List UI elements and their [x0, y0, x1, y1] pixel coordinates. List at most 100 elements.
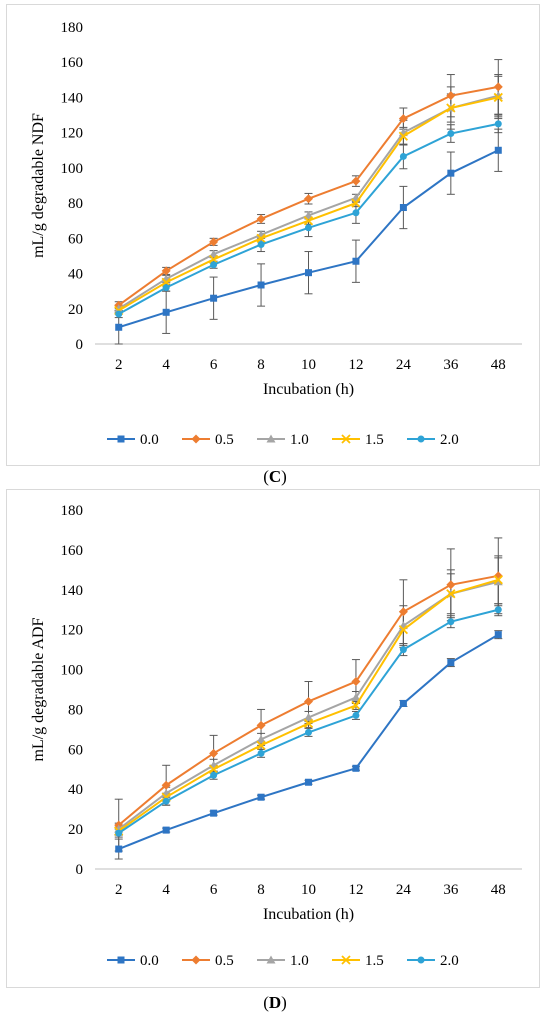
data-point — [494, 146, 502, 154]
y-tick-label: 60 — [68, 231, 83, 247]
data-point — [398, 625, 409, 635]
y-tick-label: 140 — [61, 90, 84, 106]
y-tick-label: 180 — [61, 503, 84, 519]
x-tick-label: 36 — [443, 882, 459, 898]
legend-marker — [191, 434, 201, 444]
legend-label: 0.0 — [140, 432, 159, 448]
y-tick-label: 120 — [61, 623, 84, 639]
data-point — [304, 194, 313, 204]
y-tick-label: 160 — [61, 55, 84, 71]
legend-marker — [341, 434, 351, 444]
data-point — [351, 176, 361, 186]
legend-item: 0.5 — [182, 953, 234, 969]
x-tick-label: 24 — [396, 882, 412, 898]
data-point — [209, 249, 219, 258]
y-tick-label: 100 — [61, 663, 84, 679]
y-axis-title: mL/g degradable ADF — [30, 617, 47, 761]
x-tick-label: 10 — [301, 882, 316, 898]
x-axis-title: Incubation (h) — [263, 906, 354, 923]
data-point — [399, 646, 407, 654]
data-point — [494, 606, 502, 614]
data-point — [446, 589, 456, 599]
legend-item: 1.0 — [257, 953, 309, 969]
data-point — [115, 829, 123, 837]
legend-marker — [191, 955, 201, 965]
series-0.0 — [115, 631, 502, 853]
data-point — [209, 237, 219, 247]
legend-item: 0.0 — [107, 432, 159, 448]
legend-marker — [266, 434, 276, 443]
y-tick-label: 160 — [61, 543, 84, 559]
x-tick-label: 6 — [210, 882, 218, 898]
x-tick-label: 10 — [301, 357, 316, 373]
legend: 0.0 0.5 1.0 1.5 2.0 — [107, 432, 459, 448]
y-tick-label: 120 — [61, 126, 84, 142]
y-tick-label: 40 — [68, 782, 83, 798]
legend-label: 1.5 — [365, 432, 384, 448]
x-tick-label: 4 — [162, 357, 170, 373]
data-point — [162, 284, 170, 292]
data-point — [210, 771, 218, 779]
series-2.0 — [115, 606, 502, 837]
data-point — [446, 580, 456, 590]
legend-label: 2.0 — [440, 432, 459, 448]
data-point — [351, 198, 361, 208]
x-tick-label: 6 — [210, 357, 218, 373]
data-point — [398, 114, 408, 124]
data-point — [351, 692, 361, 701]
data-point — [256, 214, 266, 224]
legend-label: 1.0 — [290, 432, 309, 448]
y-tick-label: 60 — [68, 742, 83, 758]
legend-item: 0.5 — [182, 432, 234, 448]
x-tick-label: 24 — [396, 357, 412, 373]
data-point — [208, 764, 219, 774]
data-point — [257, 793, 265, 801]
series-0.5 — [114, 571, 503, 830]
legend-marker — [417, 435, 425, 443]
y-tick-label: 20 — [68, 822, 83, 838]
x-tick-label: 8 — [257, 357, 265, 373]
y-tick-label: 140 — [61, 583, 84, 599]
chart-panel-c: 0 20 40 60 80 100 120 140 160 180 2 4 6 8 10 12 24 36 48 In… — [6, 4, 540, 466]
data-point — [257, 749, 265, 757]
y-tick-label: 100 — [61, 161, 84, 177]
data-point — [305, 224, 312, 232]
legend-marker — [341, 955, 351, 965]
series-line — [118, 149, 499, 329]
caption-c-letter: C — [268, 467, 282, 486]
data-point — [447, 659, 455, 667]
x-tick-label: 48 — [491, 882, 506, 898]
data-point — [304, 712, 313, 721]
x-axis-title: Incubation (h) — [263, 381, 354, 398]
series-line — [118, 633, 499, 850]
data-point — [305, 728, 312, 736]
legend-marker — [117, 435, 125, 443]
legend-item: 1.5 — [332, 432, 384, 448]
data-point — [208, 254, 219, 265]
data-point — [115, 310, 123, 318]
y-tick-label: 180 — [61, 20, 84, 36]
data-point — [210, 294, 218, 302]
data-point — [161, 266, 171, 276]
data-point — [447, 618, 455, 626]
data-point — [115, 323, 123, 331]
legend: 0.0 0.5 1.0 1.5 2.0 — [107, 953, 459, 969]
data-point — [256, 720, 266, 730]
data-point — [162, 308, 170, 316]
data-point — [494, 631, 502, 639]
data-point — [493, 92, 503, 103]
data-point — [305, 269, 312, 277]
data-point — [399, 699, 407, 707]
x-tick-label: 12 — [348, 882, 363, 898]
error-bars-series-0.5 — [114, 537, 503, 852]
data-point — [447, 169, 455, 177]
y-tick-label: 0 — [76, 337, 84, 353]
data-point — [209, 748, 219, 758]
y-tick-label: 20 — [68, 302, 83, 318]
data-point — [256, 740, 266, 750]
data-point — [351, 677, 361, 687]
y-tick-label: 80 — [68, 196, 83, 212]
data-point — [210, 261, 218, 269]
legend-item: 1.5 — [332, 953, 384, 969]
